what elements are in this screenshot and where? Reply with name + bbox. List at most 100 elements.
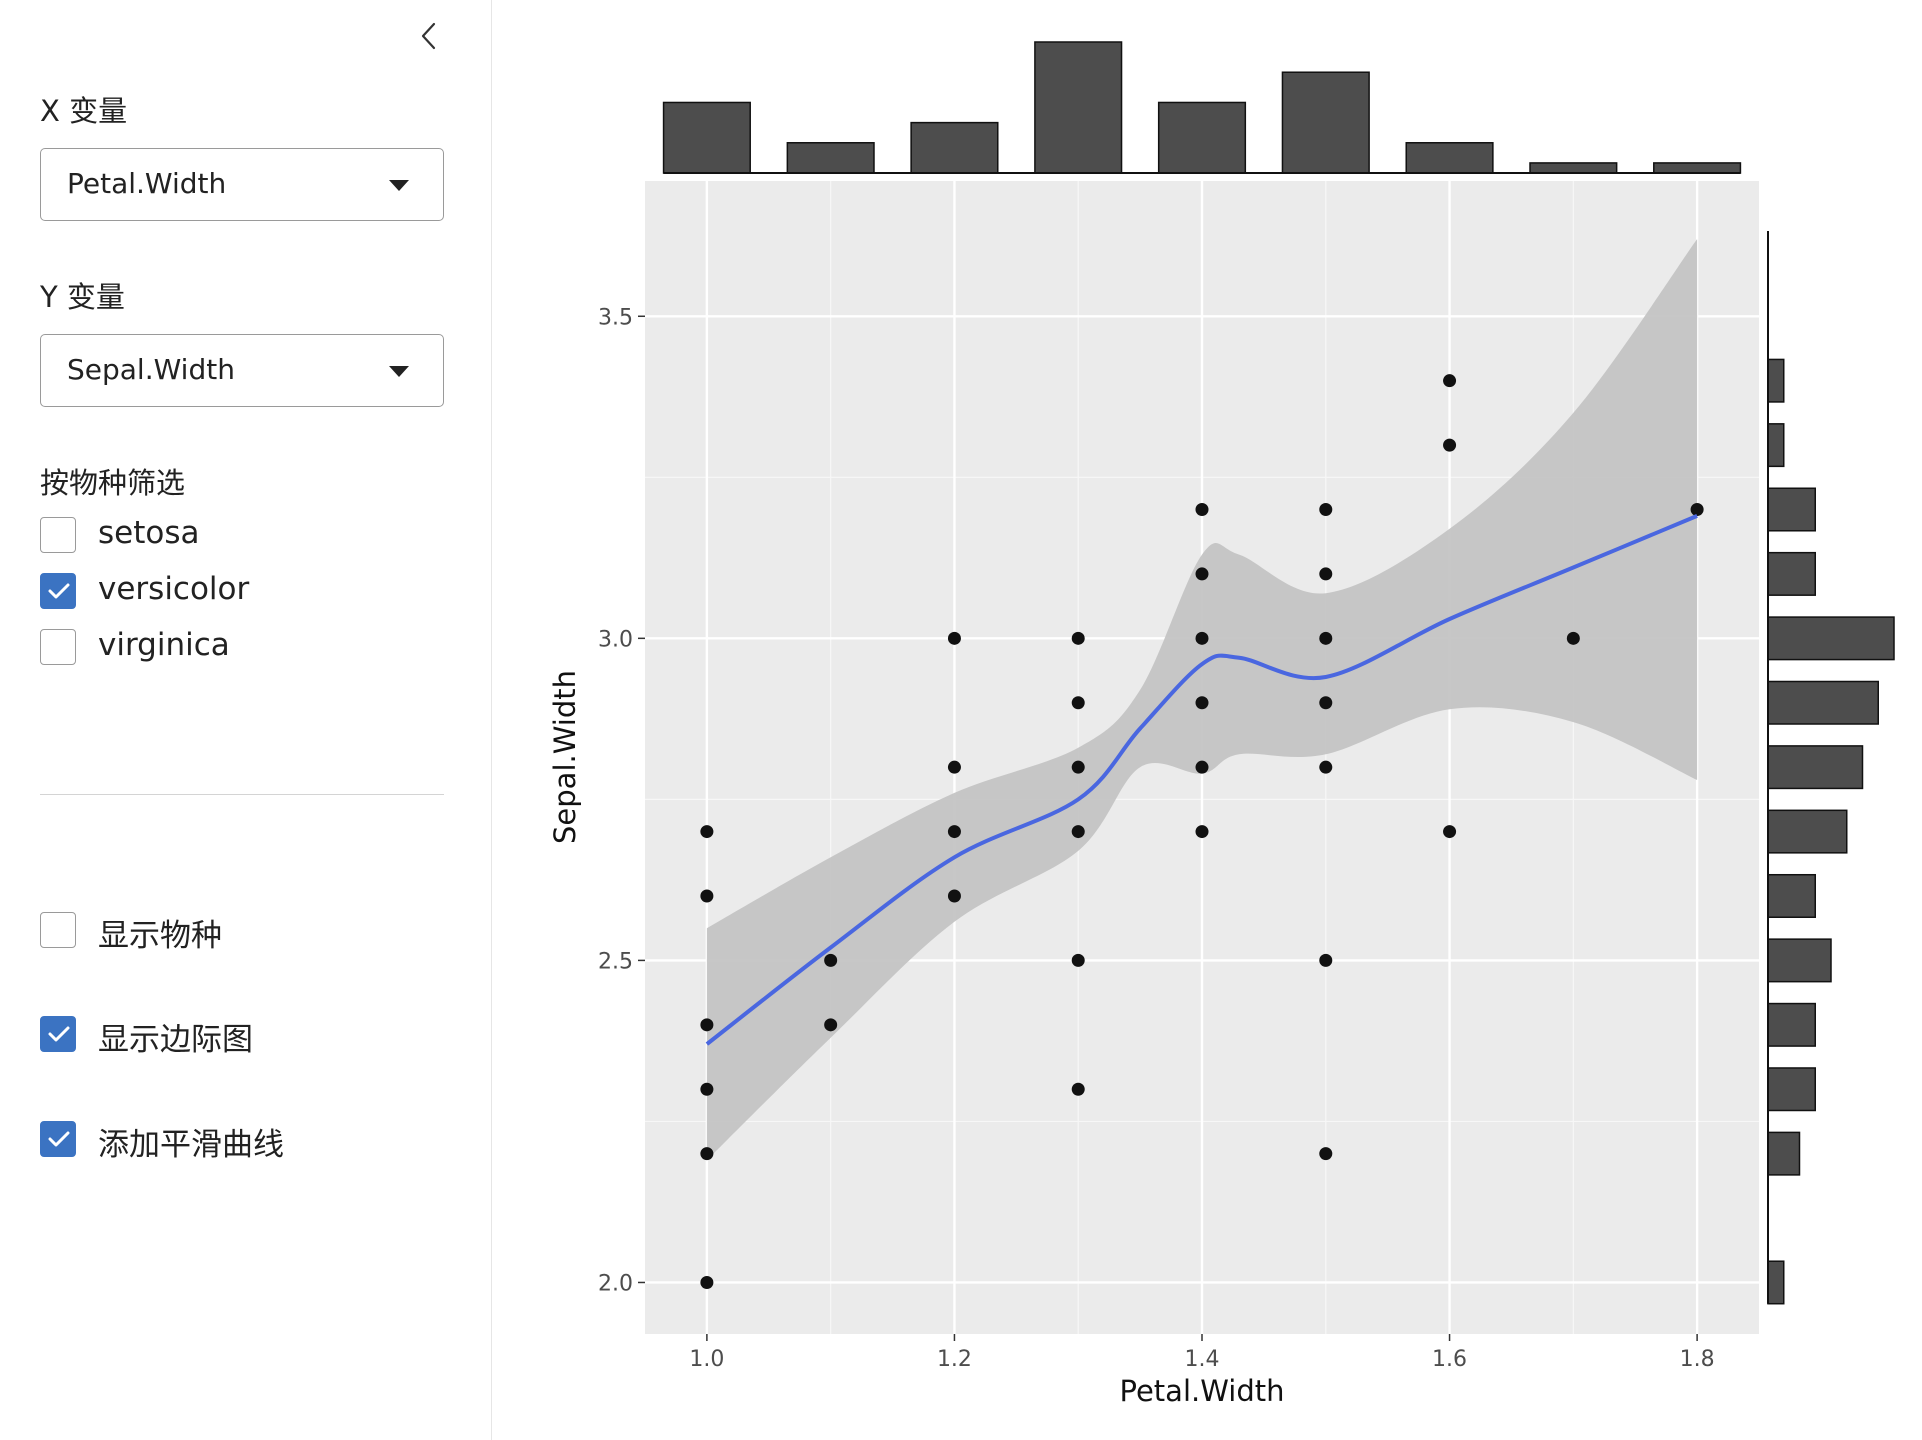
data-points [700, 374, 1704, 1289]
collapse-sidebar-button[interactable] [410, 16, 450, 56]
y-variable-label: Y 变量 [40, 280, 125, 314]
y-axis-title: Sepal.Width [548, 670, 582, 844]
histogram-bar [1767, 487, 1816, 532]
checkbox[interactable] [40, 1121, 76, 1157]
y-variable-value: Sepal.Width [67, 353, 235, 386]
histogram-bar [1767, 745, 1864, 790]
histogram-bar [1767, 873, 1816, 918]
data-point [1071, 760, 1085, 774]
x-variable-select[interactable]: Petal.Width [40, 148, 444, 221]
y-tick-label: 2.0 [598, 1271, 633, 1296]
histogram-bar [1529, 162, 1618, 174]
divider [40, 794, 444, 795]
checkbox[interactable] [40, 517, 76, 553]
checkbox[interactable] [40, 1016, 76, 1052]
histogram-bar [786, 142, 875, 174]
data-point [1071, 696, 1085, 710]
data-point [1195, 631, 1209, 645]
data-point [700, 1082, 714, 1096]
checkmark-icon [48, 583, 70, 599]
data-point [700, 825, 714, 839]
histogram-bar [1653, 162, 1742, 174]
data-point [1195, 503, 1209, 517]
y-variable-select[interactable]: Sepal.Width [40, 334, 444, 407]
checkbox[interactable] [40, 912, 76, 948]
data-point [1071, 631, 1085, 645]
marginal-y-histogram [1767, 231, 1895, 1305]
y-tick-label: 3.0 [598, 627, 633, 652]
scatter-plot: 1.0 1.2 1.4 1.6 1.8 2.0 2.5 3.0 3.5 Petal.Width… [548, 41, 1895, 1408]
data-point [1319, 503, 1333, 517]
x-tick-label: 1.2 [937, 1347, 972, 1372]
data-point [700, 889, 714, 903]
histogram-bar [1767, 423, 1785, 468]
chevron-down-icon [389, 180, 409, 191]
histogram-bar [1281, 71, 1370, 174]
data-point [947, 631, 961, 645]
checkbox-label: 显示物种 [98, 918, 222, 954]
species-filter-label: 按物种筛选 [40, 466, 186, 500]
x-axis: 1.0 1.2 1.4 1.6 1.8 [689, 1334, 1715, 1372]
histogram-bar [910, 121, 999, 174]
x-variable-value: Petal.Width [67, 167, 227, 200]
histogram-bar [1034, 41, 1123, 174]
data-point [1443, 374, 1457, 388]
y-axis: 2.0 2.5 3.0 3.5 [598, 305, 645, 1296]
checkbox[interactable] [40, 629, 76, 665]
y-tick-label: 2.5 [598, 949, 633, 974]
marginal-x-histogram [662, 41, 1742, 174]
chevron-left-icon [421, 22, 436, 50]
histogram-bar [1767, 680, 1879, 725]
checkbox-label: 显示边际图 [98, 1022, 253, 1058]
data-point [1071, 953, 1085, 967]
smooth-line [705, 514, 1698, 1046]
histogram-bar [1767, 809, 1848, 854]
histogram-bar [1767, 1260, 1785, 1305]
histogram-bar [1767, 616, 1895, 661]
data-point [1566, 631, 1580, 645]
x-tick-label: 1.6 [1432, 1347, 1467, 1372]
checkbox-label: virginica [98, 627, 230, 663]
data-point [700, 1018, 714, 1032]
x-tick-label: 1.0 [689, 1347, 724, 1372]
x-tick-label: 1.4 [1185, 1347, 1220, 1372]
data-point [1319, 1147, 1333, 1161]
data-point [1195, 825, 1209, 839]
x-tick-label: 1.8 [1680, 1347, 1715, 1372]
data-point [1319, 760, 1333, 774]
x-axis-title: Petal.Width [1120, 1374, 1285, 1408]
data-point [1319, 953, 1333, 967]
data-point [1319, 696, 1333, 710]
histogram-bar [1767, 938, 1832, 983]
histogram-bar [1157, 101, 1247, 174]
checkbox-label: 添加平滑曲线 [98, 1127, 284, 1163]
checkmark-icon [48, 1131, 70, 1147]
data-point [1195, 760, 1209, 774]
x-variable-label: X 变量 [40, 94, 128, 128]
data-point [1071, 1082, 1085, 1096]
data-point [1071, 825, 1085, 839]
y-tick-label: 3.5 [598, 305, 633, 330]
checkbox[interactable] [40, 573, 76, 609]
data-point [1443, 825, 1457, 839]
data-point [1690, 503, 1704, 517]
data-point [1443, 438, 1457, 452]
data-point [1319, 567, 1333, 581]
checkmark-icon [48, 1026, 70, 1042]
histogram-bar [1767, 1002, 1816, 1047]
data-point [1319, 631, 1333, 645]
histogram-bar [1767, 358, 1785, 403]
histogram-bar [1767, 1067, 1816, 1112]
histogram-bar [1405, 142, 1494, 174]
sidebar: X 变量 Petal.Width Y 变量 Sepal.Width 按物种筛选 … [0, 0, 492, 1440]
checkbox-label: versicolor [98, 571, 250, 607]
histogram-bar [662, 101, 751, 174]
data-point [947, 889, 961, 903]
data-point [700, 1275, 714, 1289]
data-point [947, 760, 961, 774]
chevron-down-icon [389, 366, 409, 377]
checkbox-label: setosa [98, 515, 200, 551]
data-point [1195, 696, 1209, 710]
data-point [700, 1147, 714, 1161]
data-point [1195, 567, 1209, 581]
